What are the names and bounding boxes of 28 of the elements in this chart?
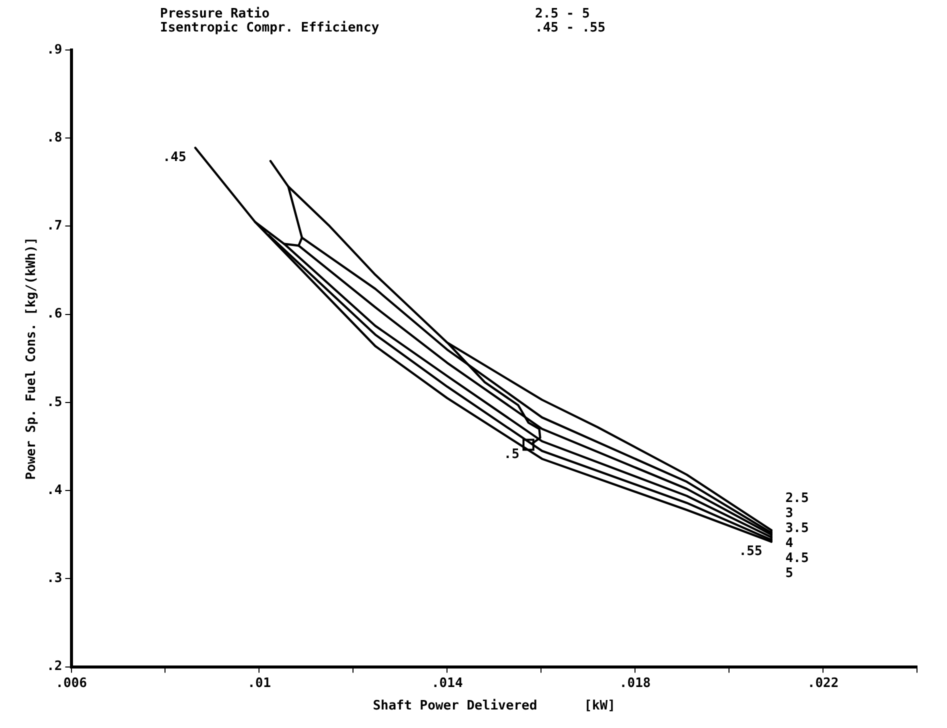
x-tick-label: .006 bbox=[56, 676, 88, 691]
x-tick-label: .01 bbox=[247, 676, 272, 691]
y-tick-label: .9 bbox=[46, 42, 62, 58]
y-tick-label: .5 bbox=[46, 394, 62, 410]
y-tick-label: .6 bbox=[46, 306, 62, 322]
x-tick-label: .018 bbox=[619, 676, 651, 691]
series-label: 3.5 bbox=[785, 520, 809, 536]
x-tick-label: .022 bbox=[807, 676, 839, 691]
y-tick-label: .2 bbox=[46, 659, 62, 674]
text: 2.5 bbox=[785, 490, 809, 506]
text: Pressure Ratio bbox=[160, 6, 270, 22]
x-axis-title: Shaft Power Delivered [kW] bbox=[372, 698, 616, 714]
annotation: .5 bbox=[504, 447, 520, 462]
annotation: .55 bbox=[738, 544, 762, 560]
series-label: 3 bbox=[785, 506, 794, 521]
y-tick-label: .4 bbox=[46, 482, 62, 498]
y-tick-label: .7 bbox=[46, 218, 62, 234]
y-tick-label: .3 bbox=[46, 571, 62, 586]
y-tick-label: .8 bbox=[46, 130, 62, 146]
x-tick-label: .014 bbox=[431, 676, 463, 691]
text: 5 bbox=[785, 566, 794, 581]
annotation: .45 bbox=[162, 150, 186, 166]
text: .45 - .55 bbox=[535, 20, 606, 36]
series-label: 4 bbox=[785, 536, 794, 551]
text: Isentropic Compr. Efficiency bbox=[160, 20, 380, 36]
series-label: 4.5 bbox=[785, 550, 809, 566]
text: 2.5 - 5 bbox=[535, 6, 590, 22]
y-axis-title: Power Sp. Fuel Cons. [kg/(kWh)] bbox=[24, 237, 40, 480]
